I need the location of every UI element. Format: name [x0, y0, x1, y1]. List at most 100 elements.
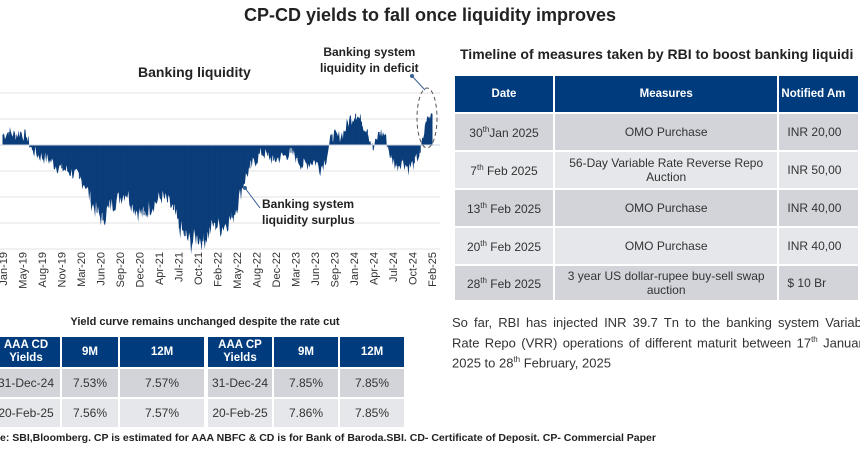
liquidity-point: [137, 145, 139, 213]
liquidity-point: [302, 145, 304, 166]
header-date: Date: [455, 76, 553, 112]
deficit-highlight-ellipse: [416, 87, 438, 149]
liquidity-point: [202, 145, 204, 242]
rbi-measures-table: Date Measures Notified Am 30thJan 2025 OM…: [453, 74, 860, 302]
liquidity-point: [319, 145, 321, 169]
measure-cell: 3 year US dollar-rupee buy-sell swap auc…: [554, 266, 778, 300]
rbi-table-title: Timeline of measures taken by RBI to boo…: [460, 46, 854, 62]
source-footer: e: SBI,Bloomberg. CP is estimated for AA…: [0, 432, 656, 444]
liquidity-point: [225, 145, 227, 223]
x-tick-label: Oct-21: [193, 252, 205, 285]
x-tick-label: Apr-24: [369, 252, 381, 285]
liquidity-point: [90, 145, 92, 203]
yield-cell: 7.57%: [120, 399, 204, 427]
yield-cell: 20-Feb-25: [208, 399, 272, 427]
x-tick-label: May-22: [232, 252, 244, 289]
liquidity-point: [55, 145, 57, 166]
liquidity-point: [219, 145, 221, 229]
yield-caption: Yield curve remains unchanged despite th…: [70, 316, 340, 328]
liquidity-point: [425, 121, 427, 145]
x-tick-label: Sep-20: [115, 252, 127, 287]
amount-cell: $ 10 Br: [779, 266, 858, 300]
yield-cell: 31-Dec-24: [0, 369, 60, 397]
table-row: 20th Feb 2025 OMO Purchase INR 40,00: [455, 228, 858, 264]
surplus-annotation-line1: Banking system: [262, 197, 355, 211]
liquidity-point: [249, 145, 251, 169]
liquidity-point: [355, 113, 357, 145]
yield-header: AAA CD Yields: [0, 337, 60, 367]
date-cell: 7th Feb 2025: [455, 152, 553, 188]
liquidity-point: [402, 145, 404, 161]
yield-cell: 20-Feb-25: [0, 399, 60, 427]
liquidity-point: [190, 145, 192, 244]
paragraph-sup: th: [513, 355, 521, 365]
surplus-annotation: Banking system liquidity surplus: [262, 196, 355, 228]
x-tick-label: Feb-22: [213, 252, 225, 287]
x-tick-label: Aug-19: [37, 252, 49, 287]
amount-cell: INR 20,00: [779, 114, 858, 150]
liquidity-point: [178, 145, 180, 229]
liquidity-point: [237, 145, 239, 203]
x-tick-label: Jan-19: [0, 252, 10, 286]
yield-cell: 7.53%: [62, 369, 118, 397]
liquidity-point: [14, 134, 16, 145]
liquidity-point: [184, 145, 186, 236]
arrow-head: [410, 74, 414, 78]
x-tick-label: Jul-24: [388, 252, 400, 282]
x-tick-label: Nov-19: [57, 252, 69, 287]
x-tick-label: Dec-20: [135, 252, 147, 287]
liquidity-point: [290, 145, 292, 153]
liquidity-point: [114, 145, 116, 203]
liquidity-area: [3, 113, 432, 255]
table-row: 20-Feb-25 7.86% 7.85%: [208, 399, 404, 427]
amount-cell: INR 50,00: [779, 152, 858, 188]
annotation-arrow: [411, 75, 426, 91]
liquidity-point: [390, 145, 392, 158]
liquidity-point: [108, 145, 110, 208]
liquidity-point: [308, 145, 310, 164]
liquidity-point: [125, 145, 127, 192]
table-row: 7th Feb 2025 56-Day Variable Rate Reverse…: [455, 152, 858, 188]
liquidity-point: [196, 145, 198, 236]
table-row: 13th Feb 2025 OMO Purchase INR 40,00: [455, 190, 858, 226]
liquidity-point: [96, 145, 98, 213]
liquidity-point: [337, 137, 339, 145]
paragraph-text: January, 2025 to 28: [452, 335, 860, 371]
deficit-annotation-line2: liquidity in deficit: [320, 61, 419, 75]
liquidity-point: [49, 145, 51, 161]
x-tick-label: Mar-20: [76, 252, 88, 287]
x-tick-label: Dec-22: [271, 252, 283, 287]
liquidity-point: [343, 132, 345, 145]
liquidity-point: [331, 134, 333, 145]
liquidity-point: [366, 129, 368, 145]
date-cell: 13th Feb 2025: [455, 190, 553, 226]
liquidity-point: [155, 145, 157, 203]
table-row: 31-Dec-24 7.53% 7.57%: [0, 369, 204, 397]
table-row: 31-Dec-24 7.85% 7.85%: [208, 369, 404, 397]
arrow-head: [243, 186, 247, 190]
liquidity-point: [84, 145, 86, 184]
liquidity-point: [296, 145, 298, 158]
liquidity-point: [67, 145, 69, 171]
liquidity-point: [73, 145, 75, 174]
liquidity-point: [261, 145, 263, 153]
paragraph-text: February, 2025: [520, 355, 611, 371]
table-row: 30thJan 2025 OMO Purchase INR 20,00: [455, 114, 858, 150]
liquidity-point: [431, 113, 433, 145]
liquidity-point: [313, 145, 315, 161]
yield-cell: 7.85%: [340, 369, 404, 397]
yield-header: AAA CP Yields: [208, 337, 272, 367]
yield-cell: 7.86%: [274, 399, 338, 427]
deficit-annotation: Banking system liquidity in deficit: [320, 44, 419, 76]
header-measures: Measures: [554, 76, 778, 112]
surplus-annotation-line2: liquidity surplus: [262, 213, 355, 227]
date-cell: 30thJan 2025: [455, 114, 553, 150]
liquidity-point: [372, 145, 374, 151]
yield-cell: 7.85%: [340, 399, 404, 427]
yield-cell: 7.56%: [62, 399, 118, 427]
liquidity-point: [407, 145, 409, 169]
liquidity-point: [8, 132, 10, 145]
header-amount: Notified Am: [779, 76, 858, 112]
liquidity-point: [31, 145, 33, 151]
liquidity-point: [131, 145, 133, 205]
